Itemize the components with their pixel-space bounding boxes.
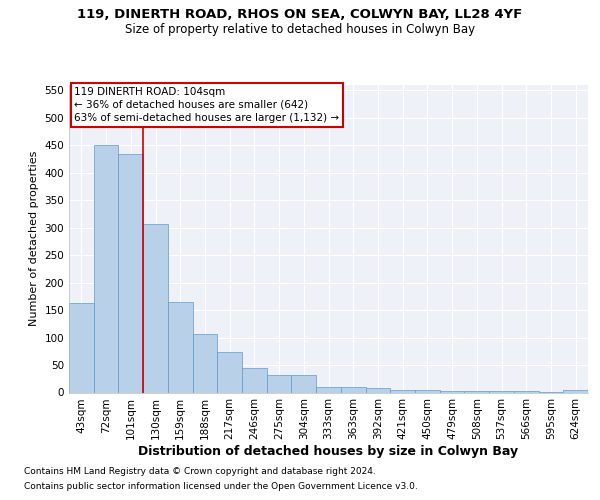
Bar (390, 390, 415, 392)
Bar (563, 390, 588, 392)
Y-axis label: Number of detached properties: Number of detached properties (29, 151, 39, 326)
X-axis label: Distribution of detached houses by size in Colwyn Bay: Distribution of detached houses by size … (139, 445, 518, 458)
Bar (94, 146, 118, 392)
Text: 119 DINERTH ROAD: 104sqm
← 36% of detached houses are smaller (642)
63% of semi-: 119 DINERTH ROAD: 104sqm ← 36% of detach… (74, 86, 340, 123)
Bar (143, 224, 168, 392)
Bar (69, 303, 94, 392)
Text: Size of property relative to detached houses in Colwyn Bay: Size of property relative to detached ho… (125, 22, 475, 36)
Bar (316, 387, 341, 392)
Bar (341, 387, 365, 392)
Bar (168, 302, 193, 392)
Bar (193, 334, 217, 392)
Bar (242, 368, 267, 392)
Bar (118, 154, 143, 392)
Text: Contains HM Land Registry data © Crown copyright and database right 2024.: Contains HM Land Registry data © Crown c… (24, 467, 376, 476)
Text: Contains public sector information licensed under the Open Government Licence v3: Contains public sector information licen… (24, 482, 418, 491)
Text: 119, DINERTH ROAD, RHOS ON SEA, COLWYN BAY, LL28 4YF: 119, DINERTH ROAD, RHOS ON SEA, COLWYN B… (77, 8, 523, 20)
Bar (292, 375, 316, 392)
Bar (440, 391, 464, 392)
Bar (267, 375, 292, 392)
Bar (217, 352, 242, 393)
Bar (464, 391, 489, 392)
Bar (365, 388, 390, 392)
Bar (415, 390, 440, 392)
